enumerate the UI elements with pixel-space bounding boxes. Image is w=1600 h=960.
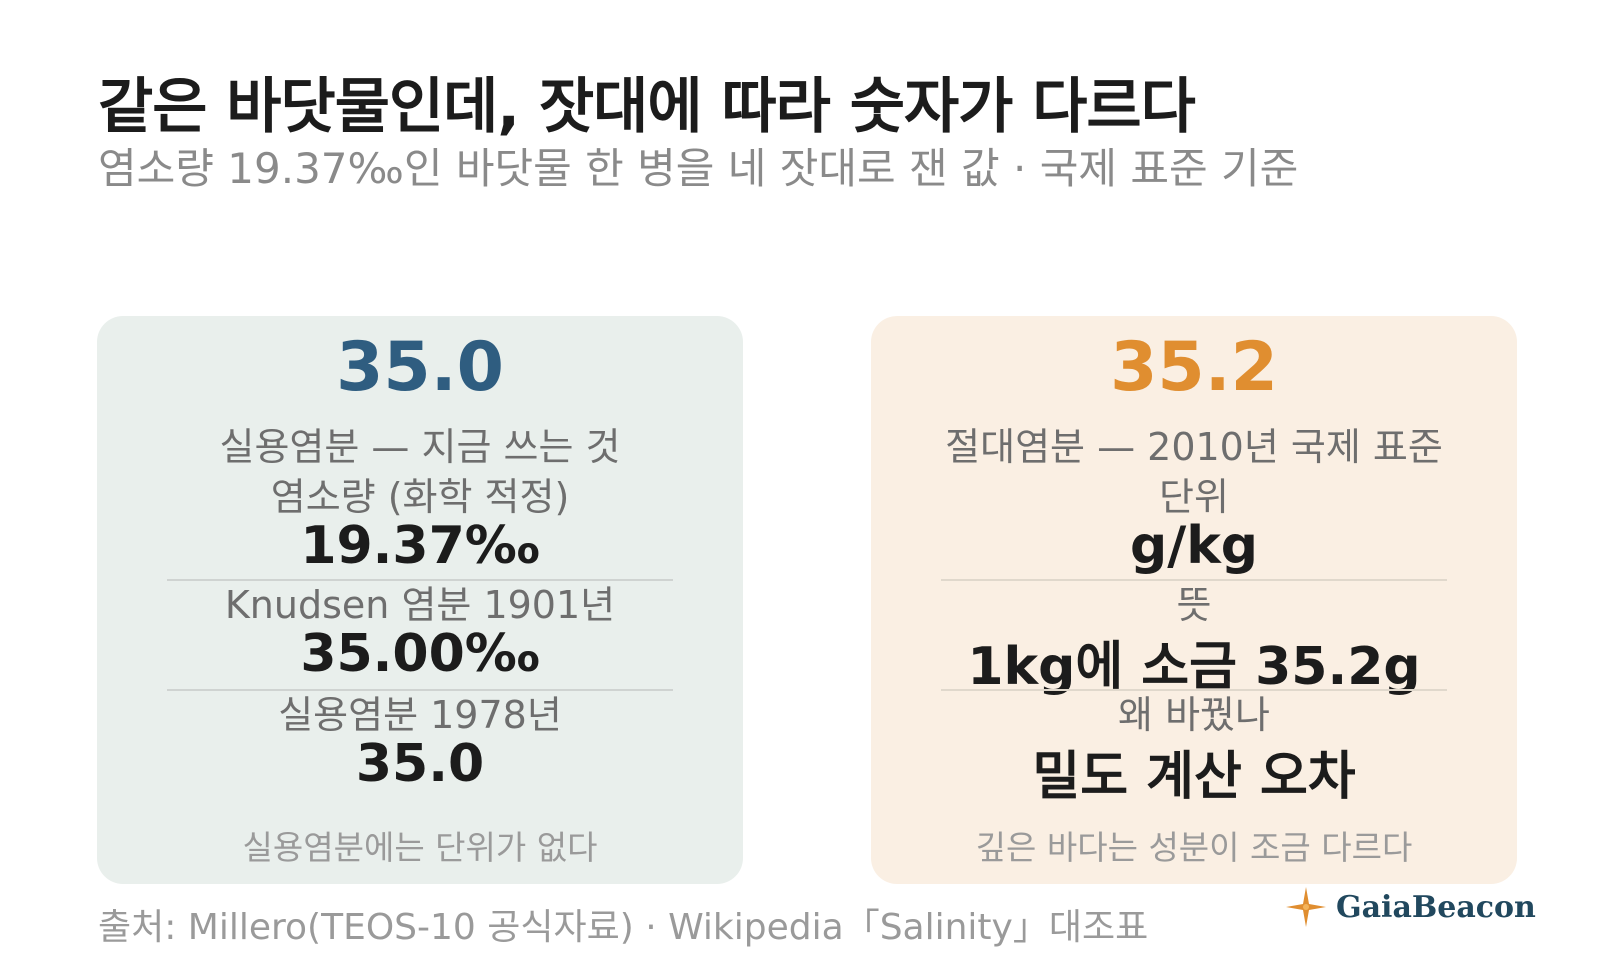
- row-divider: [941, 689, 1447, 691]
- card-footnote: 깊은 바다는 성분이 조금 다르다: [975, 828, 1413, 867]
- brand-name: GaiaBeacon: [1336, 889, 1536, 925]
- card-caption: 실용염분 — 지금 쓰는 것: [219, 425, 621, 469]
- practical-salinity-card: 35.0 실용염분 — 지금 쓰는 것 염소량 (화학 적정) 19.37‰ K…: [97, 316, 743, 884]
- row-label: 단위: [1159, 475, 1229, 519]
- row-value: 19.37‰: [300, 516, 540, 576]
- page-title: 같은 바닷물인데, 잣대에 따라 숫자가 다르다: [98, 72, 1196, 142]
- row-divider: [941, 579, 1447, 581]
- card-footnote: 실용염분에는 단위가 없다: [242, 828, 598, 867]
- card-headline-value: 35.0: [336, 328, 504, 407]
- row-value: 35.00‰: [300, 624, 540, 684]
- absolute-salinity-card: 35.2 절대염분 — 2010년 국제 표준 단위 g/kg 뜻 1kg에 소…: [871, 316, 1517, 884]
- row-label: 실용염분 1978년: [278, 693, 562, 737]
- row-label: Knudsen 염분 1901년: [224, 583, 616, 627]
- row-value: 35.0: [355, 734, 485, 794]
- card-caption: 절대염분 — 2010년 국제 표준: [945, 425, 1443, 469]
- compass-star-icon: [1286, 887, 1326, 927]
- card-headline-value: 35.2: [1110, 328, 1278, 407]
- row-label: 염소량 (화학 적정): [270, 475, 570, 519]
- row-label: 뜻: [1176, 583, 1212, 627]
- page-subtitle: 염소량 19.37‰인 바닷물 한 병을 네 잣대로 잰 값 · 국제 표준 기…: [98, 144, 1299, 193]
- row-value: 밀도 계산 오차: [1032, 747, 1356, 807]
- row-value: g/kg: [1129, 516, 1259, 576]
- row-label: 왜 바꿨나: [1118, 693, 1270, 737]
- brand-logo: GaiaBeacon: [1284, 885, 1536, 929]
- row-divider: [167, 579, 673, 581]
- row-divider: [167, 689, 673, 691]
- source-note: 출처: Millero(TEOS-10 공식자료) · Wikipedia「Sa…: [98, 907, 1149, 948]
- row-value: 1kg에 소금 35.2g: [967, 637, 1421, 697]
